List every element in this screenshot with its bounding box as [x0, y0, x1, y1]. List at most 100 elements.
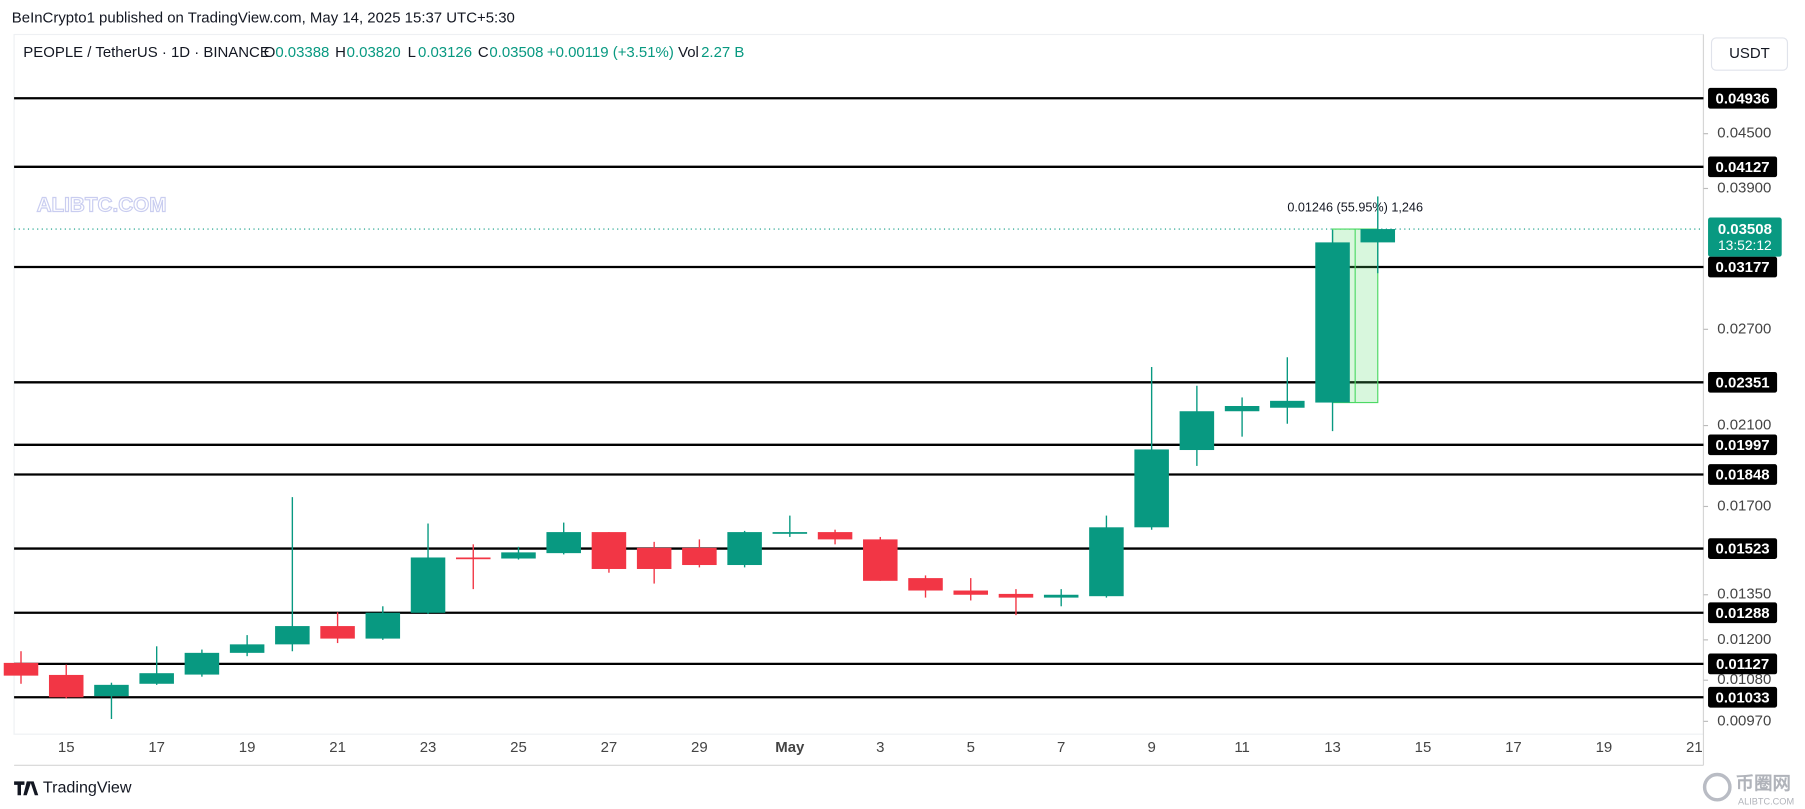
x-tick-label: 15 [58, 739, 75, 756]
candle-body [455, 557, 491, 560]
x-tick-label: 19 [239, 739, 256, 756]
candle-body [636, 547, 672, 569]
x-tick-label: 9 [1147, 739, 1155, 756]
x-tick-label: 19 [1596, 739, 1613, 756]
candle-body [275, 626, 310, 645]
x-tick-label: 11 [1234, 739, 1250, 756]
level-label-box [1708, 156, 1778, 178]
level-label-box [1708, 538, 1778, 559]
countdown: 13:52:12 [1718, 238, 1772, 253]
candle-body [1224, 406, 1260, 412]
candle-body [817, 532, 853, 540]
level-label: 0.01997 [1716, 437, 1770, 454]
x-tick-label: 29 [691, 739, 708, 756]
candle-body [908, 578, 943, 591]
corner-logo-site: ALIBTC.COM [1738, 797, 1794, 807]
level-label: 0.03177 [1716, 259, 1770, 276]
candle-body [1315, 242, 1350, 403]
x-tick-label: 27 [601, 739, 618, 756]
level-label: 0.01848 [1716, 467, 1770, 484]
y-tick-label: 0.01080 [1717, 671, 1771, 688]
y-tick-label: 0.01700 [1717, 497, 1771, 514]
candle-body [3, 662, 39, 676]
x-tick-label: 7 [1057, 739, 1065, 756]
candle-body [1089, 527, 1124, 597]
candle-body [94, 684, 129, 697]
legend-o: O [264, 44, 276, 61]
last-price-label: 0.03508 [1718, 221, 1772, 238]
level-label-box [1708, 653, 1778, 675]
candle-body [365, 612, 401, 639]
candle-body [48, 674, 84, 698]
candle-body [229, 644, 265, 653]
x-tick-label: 21 [1686, 739, 1703, 756]
x-tick-label: 23 [420, 739, 437, 756]
candle-body [863, 539, 898, 581]
watermark: ALIBTC.COM [37, 193, 167, 216]
candle-body [1270, 400, 1305, 408]
candle-body [1179, 411, 1215, 451]
x-tick-label: 5 [967, 739, 975, 756]
level-label: 0.01127 [1716, 656, 1769, 673]
level-label: 0.01523 [1716, 541, 1770, 558]
y-tick-label: 0.02100 [1717, 417, 1771, 434]
level-label-box [1708, 434, 1778, 456]
legend-o-value: 0.03388 [275, 44, 329, 61]
candle-body [1043, 594, 1079, 598]
x-tick-label: 15 [1415, 739, 1432, 756]
measure-label: 0.01246 (55.95%) 1,246 [1287, 201, 1423, 215]
legend-vol-value: 2.27 B [701, 44, 744, 61]
y-tick-label: 0.02700 [1717, 320, 1771, 337]
x-tick-label: 13 [1324, 739, 1341, 756]
currency[interactable]: USDT [1729, 45, 1770, 62]
candle-body [320, 626, 355, 639]
legend-change: +0.00119 (+3.51%) [547, 44, 674, 61]
level-label: 0.02351 [1716, 374, 1770, 391]
x-tick-label: 25 [510, 739, 527, 756]
candle-body [953, 590, 989, 595]
level-label-box [1708, 464, 1778, 485]
level-label: 0.01033 [1716, 689, 1770, 706]
x-tick-label: 3 [876, 739, 884, 756]
level-label: 0.04936 [1716, 90, 1770, 107]
level-label: 0.04127 [1716, 159, 1770, 176]
candle-body [501, 552, 536, 559]
candle-body [1134, 449, 1169, 528]
level-label-box [1708, 256, 1778, 278]
legend-l-value: 0.03126 [418, 44, 472, 61]
level-label-box [1708, 87, 1778, 109]
x-tick-label: 21 [329, 739, 346, 756]
currency-button[interactable] [1710, 37, 1789, 71]
candle-body [998, 593, 1034, 598]
candle-body [682, 547, 717, 566]
candle-body [184, 652, 220, 675]
level-label-box [1708, 371, 1778, 393]
last-price-box [1708, 217, 1782, 257]
legend-l: L [408, 44, 416, 61]
y-tick-label: 0.00970 [1717, 712, 1771, 729]
candle-body [772, 532, 808, 534]
y-tick-label: 0.03900 [1717, 179, 1771, 196]
candle-body [546, 532, 581, 554]
legend-vol: Vol [678, 44, 699, 61]
level-label: 0.01288 [1716, 605, 1770, 622]
corner-logo-name: 币圈网 [1736, 773, 1791, 794]
plot: 0.04500 0.03900 0.02700 0.02100 0.01700 0.013… [3, 87, 1782, 756]
y-tick-label: 0.01350 [1717, 586, 1771, 603]
x-tick-label: 17 [148, 739, 165, 756]
candle-body [1360, 229, 1396, 243]
legend-c: C [478, 44, 489, 61]
level-label-box [1708, 686, 1778, 708]
corner-logo-icon [1702, 772, 1732, 802]
x-tick-label: 17 [1505, 739, 1522, 756]
candle-body [139, 673, 174, 684]
published-note: BeInCrypto1 published on TradingView.com… [12, 9, 515, 26]
legend-h-value: 0.03820 [347, 44, 401, 61]
candle-body [727, 532, 762, 566]
candle-body [591, 532, 627, 569]
tv-logo-icon [14, 781, 39, 796]
x-tick-label: May [775, 739, 805, 756]
